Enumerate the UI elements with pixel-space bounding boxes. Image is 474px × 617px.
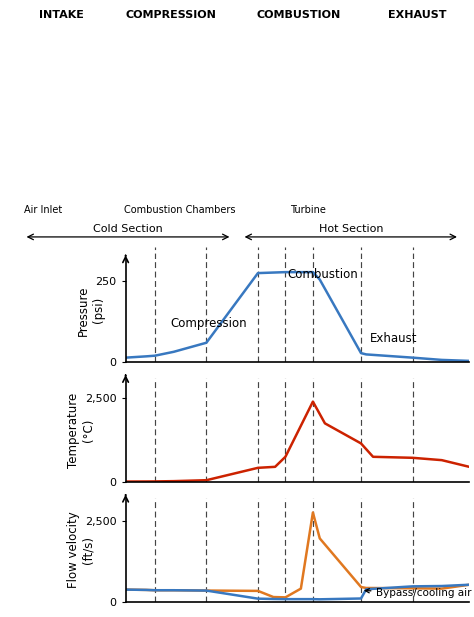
Y-axis label: Temperature
(°C): Temperature (°C) [67,392,95,468]
Text: Exhaust: Exhaust [370,333,417,346]
Y-axis label: Flow velocity
(ft/s): Flow velocity (ft/s) [67,511,95,588]
Text: Combustion Chambers: Combustion Chambers [124,205,236,215]
Text: Combustion: Combustion [287,268,358,281]
Text: COMBUSTION: COMBUSTION [256,10,341,20]
Text: Hot Section: Hot Section [319,225,383,234]
Text: Turbine: Turbine [290,205,326,215]
Text: COMPRESSION: COMPRESSION [125,10,216,20]
Text: Bypass/cooling air: Bypass/cooling air [365,588,472,598]
Text: INTAKE: INTAKE [39,10,84,20]
Text: Air Inlet: Air Inlet [24,205,62,215]
Text: EXHAUST: EXHAUST [388,10,447,20]
Text: Cold Section: Cold Section [93,225,163,234]
Text: Compression: Compression [170,317,247,329]
Y-axis label: Pressure
(psi): Pressure (psi) [77,285,105,336]
